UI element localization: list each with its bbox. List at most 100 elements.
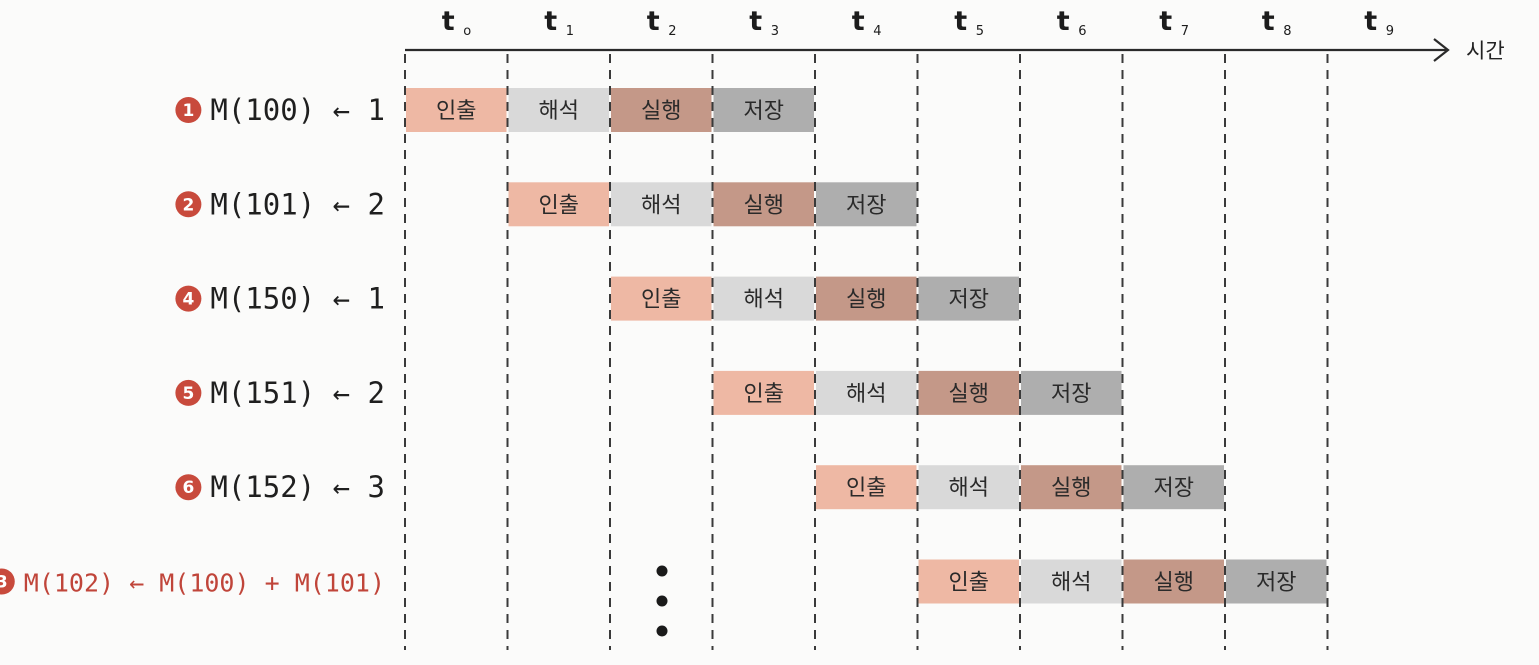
stage-block	[1021, 370, 1122, 415]
stage-bar: 저장	[1226, 559, 1327, 604]
tick-sub: 4	[873, 24, 881, 39]
tick-main: t	[442, 6, 455, 37]
stage-bar: 해석	[816, 370, 917, 415]
stage-bar: 인출	[713, 370, 814, 415]
stage-label: 저장	[846, 193, 886, 218]
stage-block	[713, 370, 814, 415]
tick-main: t	[1262, 6, 1275, 37]
tick-main: t	[1057, 6, 1070, 37]
tick-main: t	[1159, 6, 1172, 37]
time-axis: 시간	[405, 38, 1505, 63]
instruction-text: M(151) ← 2	[210, 376, 385, 410]
stage-bar: 실행	[1021, 465, 1122, 510]
instruction-row: M(151) ← 2 5 인출 해석 실행 저장	[175, 370, 1122, 415]
stage-bar: 실행	[918, 370, 1019, 415]
grid-lines	[404, 54, 1329, 650]
stage-block	[1021, 465, 1122, 510]
stage-label: 실행	[1051, 476, 1091, 501]
axis-arrow-icon	[1433, 38, 1450, 62]
stage-block	[611, 88, 712, 132]
tick-main: t	[954, 6, 967, 37]
stage-bar: 해석	[713, 276, 814, 321]
stage-block	[1021, 559, 1122, 604]
stage-block	[918, 276, 1019, 321]
instruction-row: M(150) ← 1 4 인출 해석 실행 저장	[175, 276, 1019, 321]
tick-sub: 3	[771, 24, 779, 39]
stage-block	[1226, 559, 1327, 604]
stage-label: 저장	[1154, 476, 1194, 501]
stage-label: 해석	[846, 382, 886, 407]
badge-circle	[175, 97, 202, 123]
stage-bar: 인출	[611, 276, 712, 321]
stage-block	[816, 276, 917, 321]
stage-label: 해석	[949, 476, 989, 501]
stage-bar: 실행	[611, 88, 712, 132]
stage-bar: 인출	[508, 182, 609, 227]
stage-bar: 저장	[713, 88, 814, 132]
badge-number: 1	[182, 101, 194, 121]
tick-sub: 9	[1386, 24, 1394, 39]
step-badge: 4	[175, 285, 202, 312]
ellipsis-dot	[656, 625, 668, 637]
tick-sub: 6	[1078, 24, 1086, 39]
stage-label: 실행	[744, 193, 784, 218]
stage-label: 저장	[744, 99, 784, 124]
stage-block	[918, 559, 1019, 604]
step-badge: 1	[175, 97, 202, 123]
stage-bar: 해석	[508, 88, 609, 132]
instruction-text: M(100) ← 1	[210, 93, 385, 127]
stage-label: 해석	[641, 193, 681, 218]
badge-number: 4	[182, 290, 194, 310]
ellipsis-dot	[656, 595, 668, 607]
axis-label: 시간	[1466, 39, 1505, 63]
tick-sub: 2	[668, 24, 676, 39]
stage-label: 인출	[641, 288, 681, 313]
stage-label: 해석	[1051, 571, 1091, 596]
instruction-row: M(152) ← 3 6 인출 해석 실행 저장	[175, 465, 1224, 510]
instruction-text: M(152) ← 3	[210, 470, 385, 504]
tick-main: t	[1364, 6, 1377, 37]
step-badge: 3	[0, 568, 15, 595]
stage-block	[1123, 465, 1224, 510]
badge-number: 5	[182, 384, 194, 404]
stage-label: 인출	[744, 382, 784, 407]
stage-block	[713, 182, 814, 227]
badge-number: 3	[0, 573, 8, 593]
stage-label: 실행	[641, 99, 681, 124]
badge-circle	[175, 285, 202, 312]
tick-main: t	[749, 6, 762, 37]
step-badge: 6	[175, 474, 202, 501]
badge-circle	[0, 568, 15, 595]
stage-block	[611, 182, 712, 227]
stage-label: 해석	[744, 288, 784, 313]
stage-block	[611, 276, 712, 321]
tick-sub: 7	[1181, 24, 1189, 39]
stage-label: 실행	[1154, 571, 1194, 596]
tick-main: t	[852, 6, 865, 37]
stage-label: 인출	[949, 571, 989, 596]
stage-block	[918, 370, 1019, 415]
stage-bar: 저장	[918, 276, 1019, 321]
tick-sub: 1	[566, 24, 574, 39]
ellipsis-dot	[656, 565, 668, 577]
badge-number: 2	[182, 195, 194, 215]
stage-block	[406, 88, 507, 132]
badge-number: 6	[182, 478, 194, 498]
stage-label: 해석	[539, 99, 579, 124]
badge-circle	[175, 474, 202, 501]
stage-bar: 해석	[611, 182, 712, 227]
stage-block	[1123, 559, 1224, 604]
stage-block	[816, 370, 917, 415]
stage-bar: 저장	[1123, 465, 1224, 510]
stage-bar: 저장	[1021, 370, 1122, 415]
stage-bar: 저장	[816, 182, 917, 227]
